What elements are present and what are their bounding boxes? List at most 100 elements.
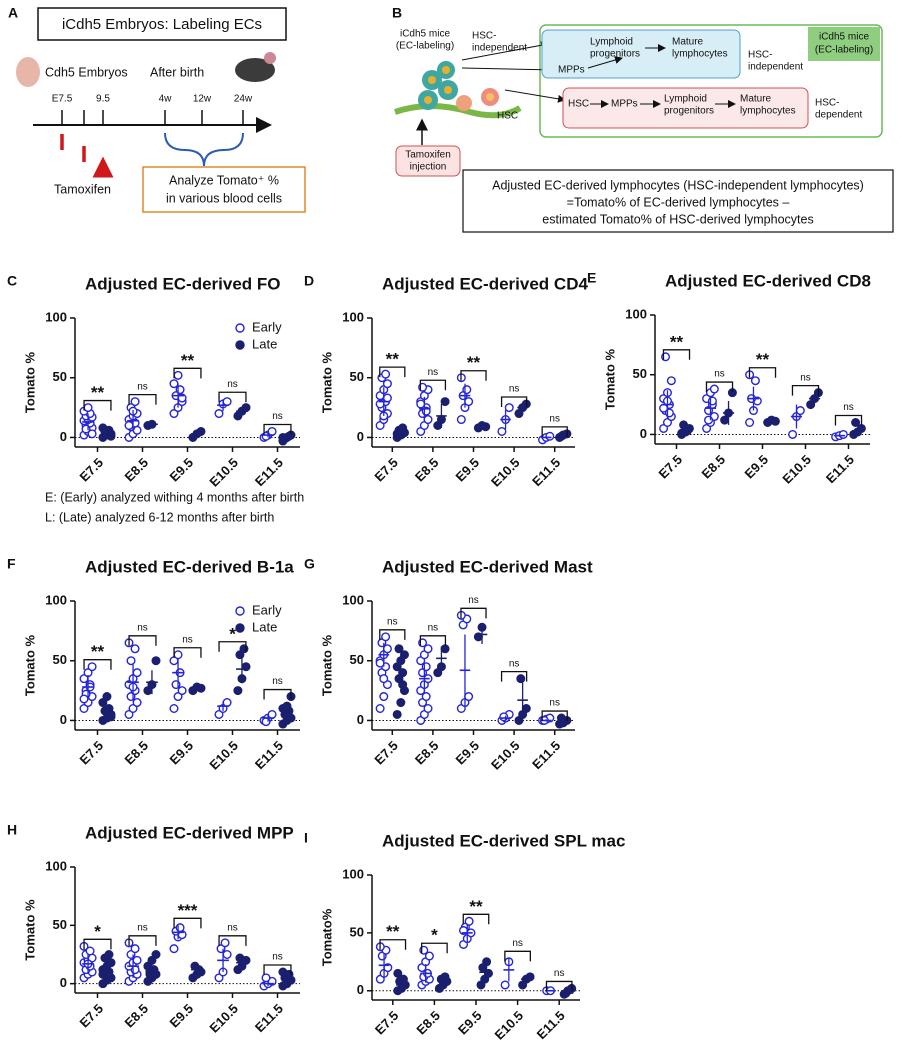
data-point [545,431,555,441]
y-tick-label: 100 [342,592,364,607]
y-tick-label: 0 [357,982,364,997]
data-point [381,369,391,379]
y-axis-label: Tomato % [602,348,617,410]
sig-bracket [421,942,448,954]
data-point [173,650,183,660]
panel-label: I [304,830,308,846]
formula: Adjusted EC-derived lymphocytes (HSC-ind… [492,178,864,192]
chart-title: Adjusted EC-derived FO [85,274,281,293]
y-tick-label: 0 [640,426,647,441]
data-point [707,396,717,406]
data-point [440,397,450,407]
sig-bracket [173,367,202,379]
significance: ns [227,922,238,933]
y-axis-label: Tomato % [22,634,37,696]
x-tick-label: E10.5 [492,1008,527,1043]
x-tick-label: E10.5 [206,1001,241,1036]
significance: ns [182,634,193,645]
x-tick-label: E11.5 [252,455,286,489]
data-point [124,421,134,431]
data-point [106,712,116,722]
sig-bracket [748,367,777,378]
x-tick-label: E8.5 [122,1001,152,1031]
significance: ns [509,384,520,395]
data-point [239,644,249,654]
significance: ns [272,411,283,422]
x-tick-label: E11.5 [252,738,286,772]
x-tick-label: E10.5 [779,452,814,487]
timeline-ticks [61,110,244,125]
y-tick-label: 50 [633,366,647,381]
significance: ns [227,379,238,390]
data-point [379,692,389,702]
x-tick-label: E10.5 [488,738,523,773]
data-point [87,662,97,672]
data-point [394,644,404,654]
data-point [130,644,140,654]
data-point [745,418,755,428]
data-point [233,686,243,696]
chart-title: Adjusted EC-derived Mast [382,557,593,576]
data-point [222,950,232,960]
panel-label: F [7,556,16,572]
data-point [126,656,136,666]
x-tick-label: E11.5 [534,1008,568,1042]
footnote: L: (Late) analyzed 6-12 months after bir… [45,510,274,524]
y-tick-label: 50 [350,924,364,939]
panel-label: G [304,556,315,572]
significance: * [431,926,438,945]
significance: ** [467,353,481,372]
sig-bracket [128,935,157,946]
significance: ns [137,922,148,933]
sig-bracket [379,629,406,640]
sig-bracket [83,938,112,950]
y-tick-label: 100 [342,309,364,324]
significance: ** [386,922,400,941]
x-tick-label: E7.5 [77,738,107,768]
data-point [497,426,507,436]
x-tick-label: E10.5 [206,455,241,490]
chart: E Adjusted EC-derived CD8 Tomato % 0 50 100 E7… [587,270,871,487]
x-tick-label: E10.5 [488,455,523,490]
data-point [98,969,108,979]
chart: C Adjusted EC-derived FO Tomato % 0 50 100 E7.… [7,273,300,490]
data-point [132,955,142,965]
data-point [423,644,433,654]
significance: ns [714,369,725,380]
significance: ** [91,642,105,661]
data-point [375,658,385,668]
data-point [79,704,89,714]
mouse-icon [264,52,276,64]
data-point [851,418,861,428]
label: HSC- [815,98,839,109]
significance: ** [386,350,400,369]
label: HSC [497,111,518,122]
data-point [482,957,492,967]
chart-title: Adjusted EC-derived SPL mac [382,831,625,850]
significance: *** [178,901,198,920]
chart: G Adjusted EC-derived Mast Tomato % 0 50 100 E… [304,556,593,773]
label: progenitors [590,49,640,60]
injection-box [395,145,461,177]
data-point [795,406,805,416]
sig-bracket [128,393,157,405]
y-tick-label: 100 [45,309,67,324]
significance: ** [756,350,770,369]
sig-bracket [128,635,157,646]
label: Tamoxifen [405,150,451,161]
data-point [464,916,474,926]
y-tick-label: 100 [45,592,67,607]
data-point [440,644,450,654]
y-tick-label: 0 [357,429,364,444]
data-point [666,376,676,386]
y-tick-label: 100 [342,866,364,881]
chart-title: Adjusted EC-derived CD8 [665,271,871,290]
sig-bracket [419,635,447,646]
sig-bracket [218,391,247,403]
data-point [750,376,760,386]
x-tick-label: E7.5 [372,1008,402,1038]
x-tick-label: E9.5 [167,1001,197,1031]
significance: ** [670,332,684,351]
sig-bracket [379,366,406,378]
data-point [416,399,426,409]
